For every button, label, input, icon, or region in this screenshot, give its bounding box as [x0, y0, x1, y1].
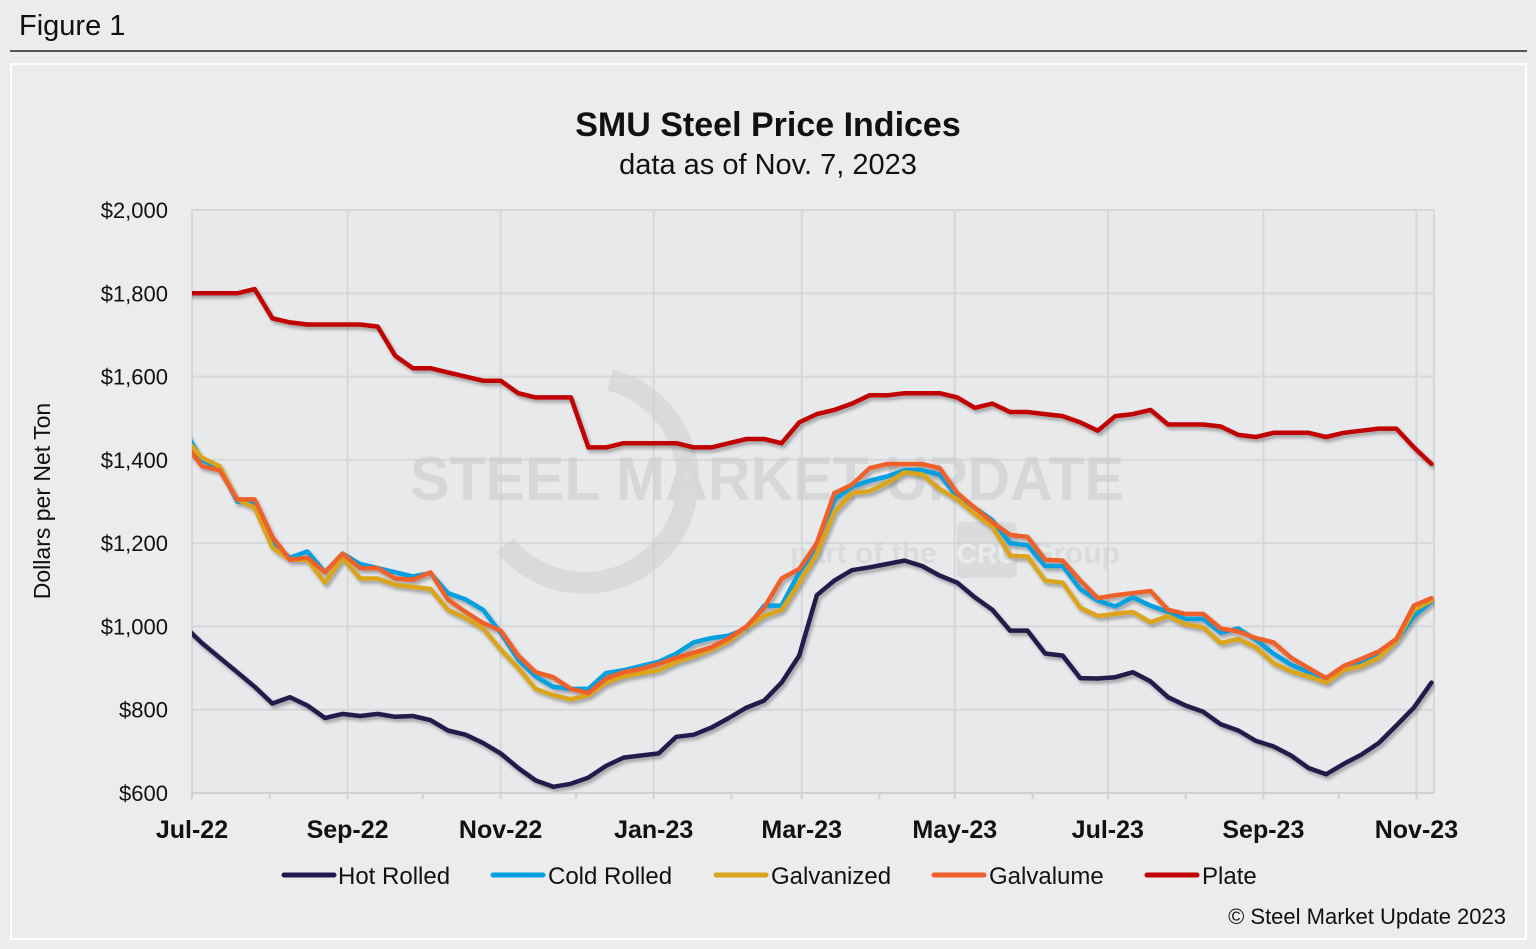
y-tick-label: $2,000	[101, 198, 168, 223]
watermark-brand: STEEL MARKET UPDATE	[410, 445, 1124, 514]
legend-item-plate: Plate	[1144, 863, 1257, 890]
series-line-hot-rolled	[192, 558, 1434, 790]
y-tick-label: $600	[119, 781, 168, 806]
legend-item-galvanized: Galvanized	[713, 863, 891, 890]
x-tick-label: Nov-22	[459, 816, 542, 844]
y-tick-label: $800	[119, 698, 168, 723]
legend-label-hot-rolled: Hot Rolled	[338, 863, 450, 890]
legend-label-galvanized: Galvanized	[771, 863, 891, 890]
gridlines	[191, 209, 1435, 799]
header-divider	[10, 50, 1527, 52]
legend-label-plate: Plate	[1202, 863, 1257, 890]
y-axis-label: Dollars per Net Ton	[29, 403, 55, 599]
y-tick-labels: $600 $800 $1,000 $1,200 $1,400 $1,600 $1,800 $2…	[101, 198, 168, 806]
legend-label-cold-rolled: Cold Rolled	[548, 863, 672, 890]
y-tick-label: $1,200	[101, 531, 168, 556]
chart-subtitle: data as of Nov. 7, 2023	[619, 149, 917, 181]
y-tick-label: $1,800	[101, 281, 168, 306]
x-tick-label: Sep-22	[307, 816, 389, 844]
legend: Hot Rolled Cold Rolled Galvanized Galval…	[281, 863, 1257, 890]
x-tick-label: Jul-22	[156, 816, 228, 844]
chart-title: SMU Steel Price Indices	[575, 106, 961, 144]
legend-item-cold-rolled: Cold Rolled	[490, 863, 672, 890]
legend-item-galvalume: Galvalume	[931, 863, 1104, 890]
x-tick-label: Nov-23	[1375, 816, 1458, 844]
x-tick-label: Jul-23	[1072, 816, 1144, 844]
x-tick-label: Jan-23	[614, 816, 693, 844]
series-line-galvalume	[192, 449, 1434, 696]
chart-panel	[10, 63, 1527, 940]
watermark-arc	[496, 369, 699, 594]
plot-area	[192, 210, 1434, 793]
legend-label-galvalume: Galvalume	[989, 863, 1104, 890]
y-tick-label: $1,000	[101, 614, 168, 639]
y-tick-label: $1,400	[101, 448, 168, 473]
legend-item-hot-rolled: Hot Rolled	[281, 863, 450, 890]
y-tick-label: $1,600	[101, 365, 168, 390]
series-line-plate	[192, 286, 1434, 467]
copyright-note: © Steel Market Update 2023	[1228, 904, 1506, 929]
x-tick-label: May-23	[912, 816, 997, 844]
x-tick-labels: Jul-22 Sep-22 Nov-22 Jan-23 Mar-23 May-23 Jul-…	[156, 816, 1458, 844]
series-line-galvanized	[192, 442, 1434, 702]
series-layer	[192, 286, 1434, 790]
figure-label: Figure 1	[19, 10, 126, 42]
x-tick-label: Mar-23	[761, 816, 842, 844]
x-tick-label: Sep-23	[1222, 816, 1304, 844]
